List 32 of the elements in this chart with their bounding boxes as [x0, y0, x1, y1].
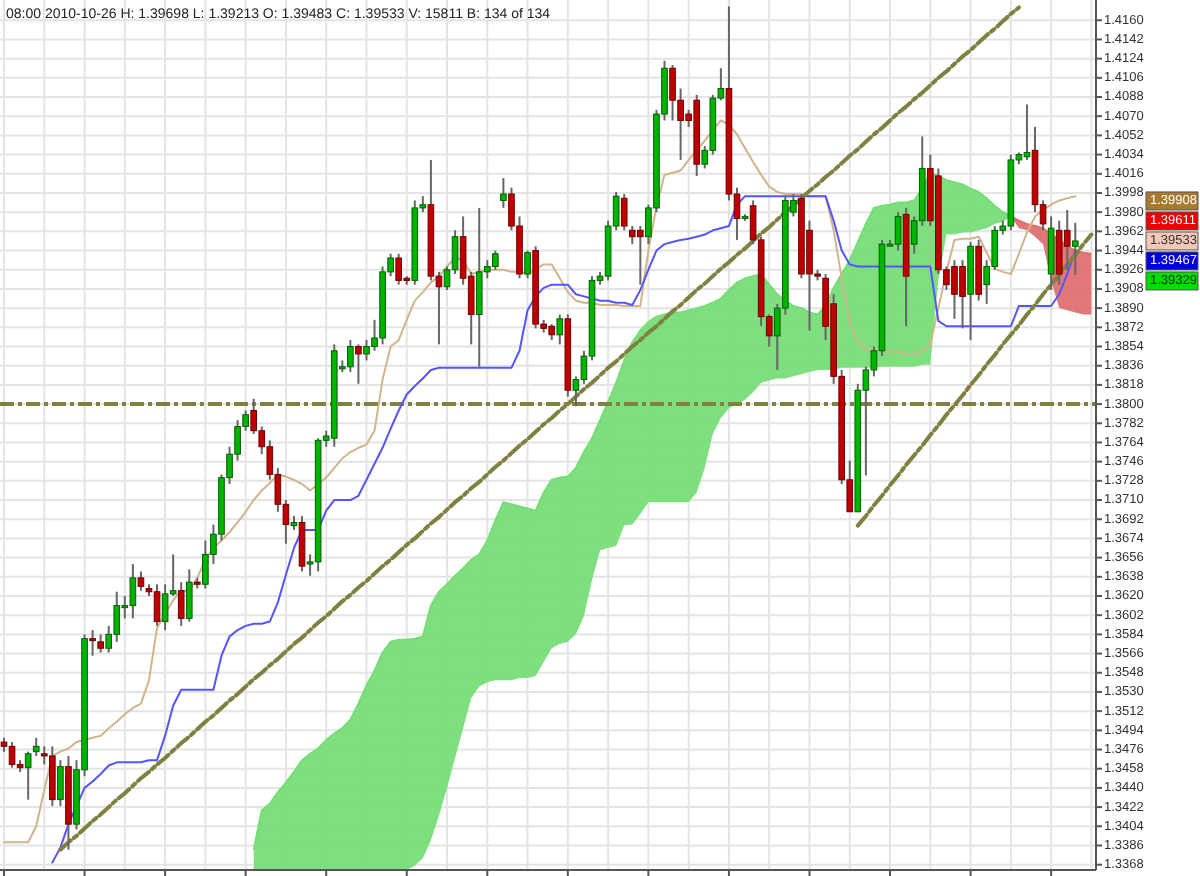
candlestick [1047, 215, 1055, 291]
line-series [51, 195, 1077, 864]
candlestick [395, 252, 402, 286]
candlestick [1063, 209, 1071, 271]
candlestick [951, 259, 958, 320]
candlestick [137, 570, 145, 592]
candlestick [975, 238, 982, 302]
candlestick [185, 568, 193, 623]
candlestick [355, 343, 362, 385]
candlestick [1071, 221, 1079, 277]
candlestick [8, 741, 16, 769]
candlestick [637, 225, 644, 286]
candlestick [500, 177, 507, 209]
candlestick [492, 249, 499, 271]
candlestick [524, 249, 531, 280]
candlestick [959, 259, 966, 330]
candlestick [363, 339, 370, 362]
candlestick [153, 583, 161, 627]
candlestick [894, 211, 902, 252]
candlestick [49, 745, 56, 808]
candlestick [57, 759, 64, 808]
candlestick [1023, 103, 1031, 161]
candlestick [669, 64, 676, 122]
candlestick [298, 515, 306, 573]
candlestick [967, 241, 974, 342]
candlestick [129, 563, 137, 620]
candlestick [177, 581, 185, 627]
candlestick [475, 206, 483, 368]
candlestick [97, 633, 104, 654]
line-series [3, 119, 1077, 844]
candlestick [89, 629, 96, 657]
candlestick [556, 313, 564, 346]
